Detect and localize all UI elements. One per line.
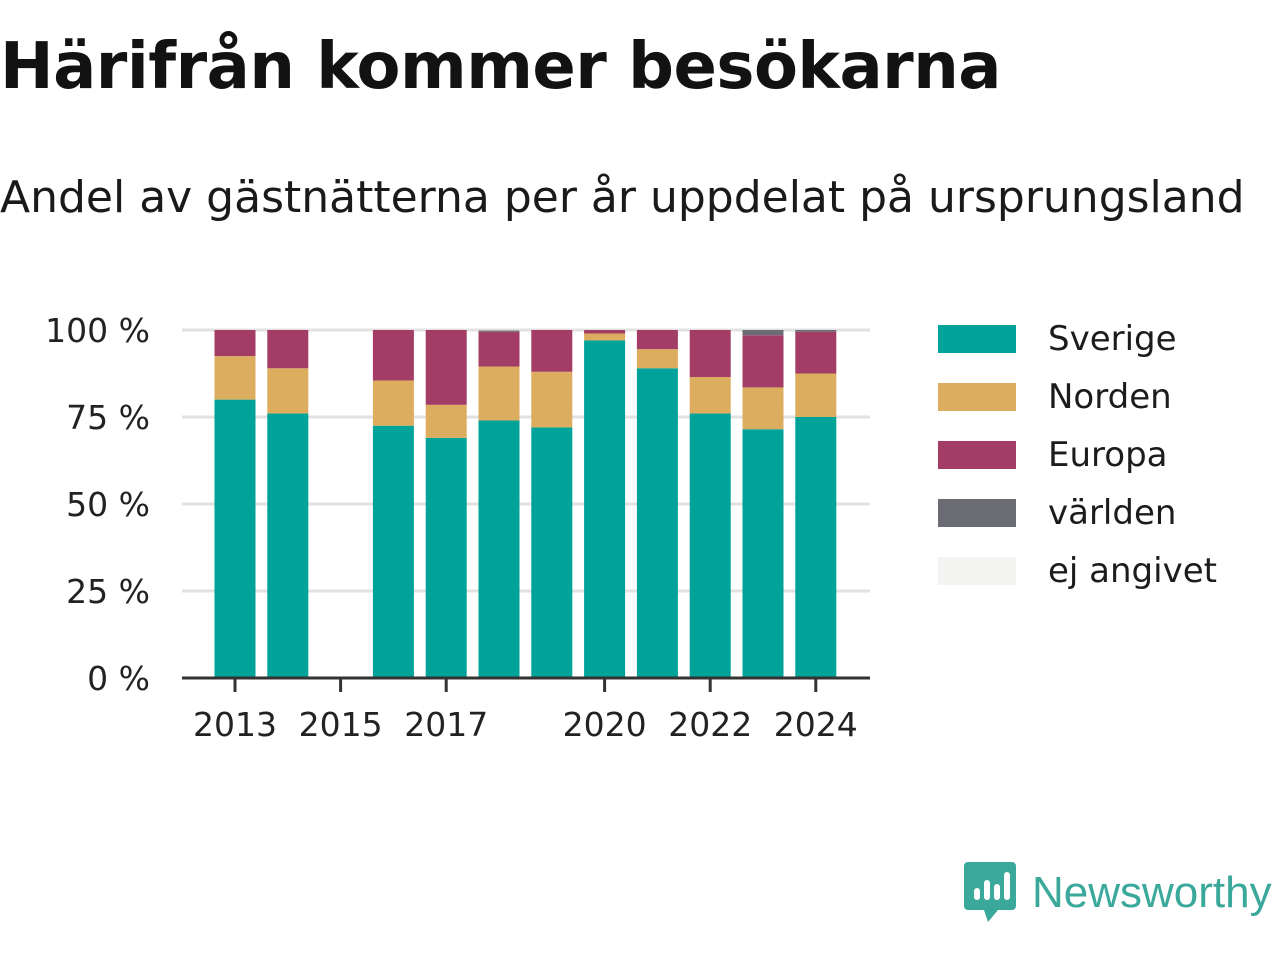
newsworthy-logo: Newsworthy <box>964 862 1272 924</box>
bar-segment <box>214 399 256 678</box>
bar-segment <box>636 349 678 369</box>
bar-segment <box>531 330 573 372</box>
bar-segment <box>478 420 520 678</box>
bar-segment <box>795 330 837 332</box>
bar-segment <box>425 330 467 405</box>
x-tick-label: 2017 <box>404 705 488 744</box>
bar-segment <box>214 330 256 357</box>
bar-segment <box>531 427 573 678</box>
bar-segment <box>636 330 678 350</box>
bar-segment <box>372 380 414 426</box>
bar-segment <box>531 371 573 428</box>
bar-segment <box>425 404 467 438</box>
chart-subtitle: Andel av gästnätterna per år uppdelat på… <box>0 172 1245 223</box>
legend-label-sverige: Sverige <box>1048 319 1177 359</box>
y-tick-label: 25 % <box>66 572 150 611</box>
bar-segment <box>689 376 731 414</box>
legend-swatch-europa <box>938 441 1016 469</box>
bar-segment <box>742 330 784 336</box>
legend-label-norden: Norden <box>1048 377 1172 417</box>
legend-swatch-ej-angivet <box>938 557 1016 585</box>
bar-segment <box>742 387 784 430</box>
x-tick-label: 2015 <box>299 705 383 744</box>
x-tick-label: 2024 <box>774 705 858 744</box>
bar-segment <box>584 340 626 678</box>
x-tick-label: 2022 <box>668 705 752 744</box>
bar-segment <box>267 413 309 678</box>
legend-label-ej-angivet: ej angivet <box>1048 551 1217 591</box>
legend-item-europa: Europa <box>938 426 1217 484</box>
bar-segment <box>372 330 414 381</box>
bar-segment <box>636 368 678 678</box>
newsworthy-logo-icon <box>964 862 1016 922</box>
chart-legend: Sverige Norden Europa världen ej angivet <box>938 310 1217 600</box>
legend-item-ej-angivet: ej angivet <box>938 542 1217 600</box>
newsworthy-logo-text: Newsworthy <box>1032 868 1272 917</box>
bar-segment <box>689 330 731 377</box>
bar-segment <box>267 368 309 414</box>
legend-label-europa: Europa <box>1048 435 1168 475</box>
bar-segment <box>795 373 837 417</box>
y-tick-label: 0 % <box>87 659 150 698</box>
legend-label-varlden: världen <box>1048 493 1177 533</box>
bar-segment <box>478 366 520 421</box>
legend-item-norden: Norden <box>938 368 1217 426</box>
legend-item-varlden: världen <box>938 484 1217 542</box>
legend-swatch-norden <box>938 383 1016 411</box>
bar-segment <box>795 331 837 374</box>
chart-title: Härifrån kommer besökarna <box>0 30 1001 104</box>
legend-swatch-varlden <box>938 499 1016 527</box>
x-tick-label: 2013 <box>193 705 277 744</box>
legend-item-sverige: Sverige <box>938 310 1217 368</box>
bar-segment <box>267 330 309 369</box>
bar-segment <box>478 330 520 332</box>
bar-segment <box>425 437 467 678</box>
bar-segment <box>742 429 784 678</box>
bar-segment <box>689 413 731 678</box>
y-tick-label: 100 % <box>45 311 150 350</box>
y-tick-label: 50 % <box>66 485 150 524</box>
bar-segment <box>372 425 414 678</box>
bar-segment <box>584 330 626 334</box>
y-tick-label: 75 % <box>66 398 150 437</box>
bar-segment <box>742 335 784 388</box>
bar-segment <box>214 356 256 400</box>
bar-segment <box>584 333 626 341</box>
x-tick-label: 2020 <box>563 705 647 744</box>
bar-segment <box>795 417 837 678</box>
bar-segment <box>478 331 520 367</box>
legend-swatch-sverige <box>938 325 1016 353</box>
